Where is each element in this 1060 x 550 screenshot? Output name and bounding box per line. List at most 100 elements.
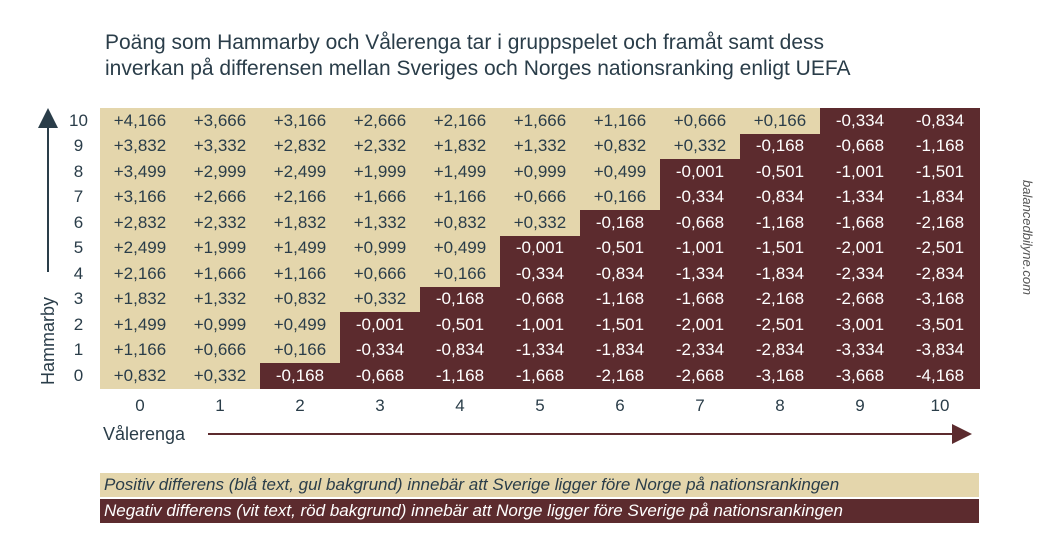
heatmap-cell: +1,332 [340, 210, 420, 236]
heatmap-cell: -2,168 [900, 210, 980, 236]
heatmap-cell: +0,999 [340, 235, 420, 261]
heatmap-cell: +2,332 [340, 133, 420, 159]
heatmap-cell: +1,166 [100, 337, 180, 363]
heatmap-cell: +0,332 [660, 133, 740, 159]
heatmap-cell: +2,999 [180, 159, 260, 185]
title-line-1: Poäng som Hammarby och Vålerenga tar i g… [105, 31, 825, 54]
heatmap-cell: +1,166 [260, 261, 340, 287]
heatmap-cell: -0,168 [420, 286, 500, 312]
heatmap-cell: -1,334 [820, 184, 900, 210]
heatmap-cell: +2,499 [260, 159, 340, 185]
y-tick-label: 4 [73, 263, 84, 283]
heatmap-cell: +0,666 [500, 184, 580, 210]
heatmap-cell: -1,334 [500, 337, 580, 363]
heatmap-cell: +0,332 [500, 210, 580, 236]
y-tick-label: 8 [73, 161, 84, 181]
heatmap-cell: -1,168 [420, 363, 500, 389]
heatmap-cell: +1,666 [180, 261, 260, 287]
heatmap-cell: +1,832 [420, 133, 500, 159]
heatmap-cell: +0,166 [420, 261, 500, 287]
heatmap-cell: +1,499 [100, 312, 180, 338]
heatmap-cell: +1,499 [420, 159, 500, 185]
heatmap-cell: +0,332 [340, 286, 420, 312]
heatmap-cell: -3,834 [900, 337, 980, 363]
heatmap-cell: +1,999 [180, 235, 260, 261]
heatmap-cell: -1,834 [740, 261, 820, 287]
heatmap-cell: +1,499 [260, 235, 340, 261]
heatmap-cell: +1,999 [340, 159, 420, 185]
heatmap-cell: -1,168 [740, 210, 820, 236]
heatmap-cell: -2,334 [820, 261, 900, 287]
heatmap-cell: +2,166 [420, 108, 500, 134]
heatmap-cell: +0,332 [180, 363, 260, 389]
heatmap-cell: +3,499 [100, 159, 180, 185]
heatmap-cell: +2,166 [260, 184, 340, 210]
heatmap-cell: -3,334 [820, 337, 900, 363]
heatmap-cell: +0,999 [180, 312, 260, 338]
y-tick-label: 0 [73, 365, 84, 385]
heatmap-cell: +0,499 [420, 235, 500, 261]
x-tick-label: 9 [855, 396, 865, 415]
heatmap-cell: -1,501 [580, 312, 660, 338]
heatmap-cell: -2,168 [580, 363, 660, 389]
heatmap-cell: -0,501 [420, 312, 500, 338]
heatmap-cell: -1,334 [660, 261, 740, 287]
heatmap-cell: -2,001 [660, 312, 740, 338]
heatmap-cell: -1,834 [900, 184, 980, 210]
heatmap-cell: +1,666 [340, 184, 420, 210]
heatmap-cell: +2,832 [100, 210, 180, 236]
heatmap-grid: +4,166 +3,666 +3,166 +2,666 +2,166 +1,666 +1,1… [100, 108, 980, 389]
heatmap-cell: +0,166 [580, 184, 660, 210]
x-tick-label: 5 [535, 396, 545, 415]
heatmap-cell: -3,668 [820, 363, 900, 389]
heatmap-cell: -2,501 [900, 235, 980, 261]
heatmap-cell: -0,334 [340, 337, 420, 363]
heatmap-cell: +3,166 [260, 108, 340, 134]
heatmap-cell: +0,666 [340, 261, 420, 287]
heatmap-cell: -0,668 [340, 363, 420, 389]
x-tick-label: 7 [695, 396, 705, 415]
heatmap-cell: -0,334 [500, 261, 580, 287]
y-tick-label: 6 [73, 212, 84, 232]
heatmap-cell: -1,668 [660, 286, 740, 312]
heatmap-cell: -2,168 [740, 286, 820, 312]
x-tick-label: 4 [455, 396, 465, 415]
heatmap-cell: +4,166 [100, 108, 180, 134]
heatmap-cell: -0,501 [740, 159, 820, 185]
heatmap-cell: -1,001 [820, 159, 900, 185]
heatmap-cell: -1,834 [580, 337, 660, 363]
heatmap-cell: +0,666 [660, 108, 740, 134]
x-tick-label: 1 [215, 396, 225, 415]
x-axis-title: Vålerenga [103, 424, 186, 444]
heatmap-cell: +2,332 [180, 210, 260, 236]
heatmap-cell: +0,499 [260, 312, 340, 338]
y-tick-label: 5 [73, 238, 84, 258]
heatmap-cell: -3,168 [900, 286, 980, 312]
legend-negative: Negativ differens (vit text, röd bakgrun… [100, 499, 979, 523]
y-tick-label: 7 [73, 187, 84, 207]
heatmap-cell: -0,001 [500, 235, 580, 261]
heatmap-cell: -0,501 [580, 235, 660, 261]
heatmap-cell: -0,001 [340, 312, 420, 338]
heatmap-cell: +2,166 [100, 261, 180, 287]
heatmap-cell: -0,668 [820, 133, 900, 159]
title-line-2: inverkan på differensen mellan Sveriges … [105, 57, 851, 80]
heatmap-cell: -2,668 [820, 286, 900, 312]
heatmap-cell: -0,334 [660, 184, 740, 210]
heatmap-cell: +0,832 [420, 210, 500, 236]
heatmap-cell: +3,332 [180, 133, 260, 159]
heatmap-cell: +2,666 [340, 108, 420, 134]
chart-title: Poäng som Hammarby och Vålerenga tar i g… [105, 30, 1005, 82]
heatmap-cell: +0,832 [260, 286, 340, 312]
heatmap-cell: +1,332 [500, 133, 580, 159]
heatmap-cell: +1,832 [260, 210, 340, 236]
heatmap-cell: +1,332 [180, 286, 260, 312]
heatmap-cell: +1,832 [100, 286, 180, 312]
heatmap-cell: +1,666 [500, 108, 580, 134]
y-tick-label: 9 [73, 136, 84, 156]
heatmap-cell: -1,668 [500, 363, 580, 389]
heatmap-cell: -1,001 [660, 235, 740, 261]
heatmap-cell: -2,001 [820, 235, 900, 261]
heatmap-cell: -0,668 [500, 286, 580, 312]
heatmap-cell: -0,834 [900, 108, 980, 134]
